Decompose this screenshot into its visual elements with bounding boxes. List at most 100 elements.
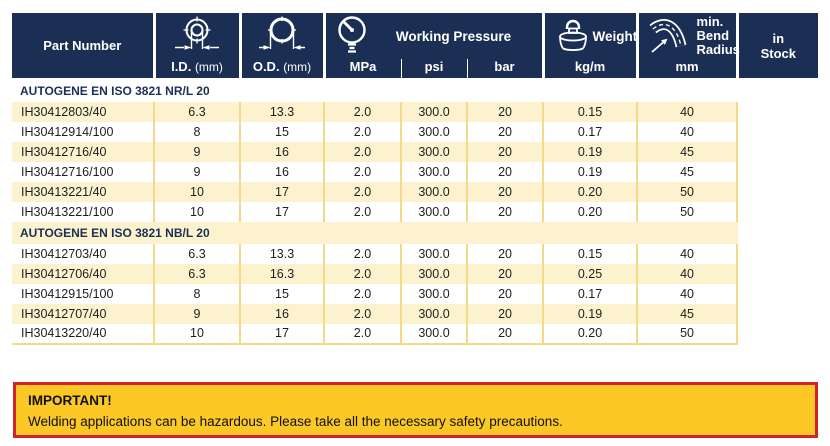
bar-cell: 20 [467, 303, 545, 324]
part-number-cell: IH30413220/40 [12, 323, 155, 345]
table-row: IH30412915/100 8 15 2.0 300.0 20 0.17 40 [12, 283, 819, 304]
bend-radius-label: min. Bend Radius [696, 14, 740, 57]
id-cell: 8 [154, 121, 241, 142]
mpa-cell: 2.0 [324, 161, 402, 182]
psi-cell: 300.0 [401, 323, 468, 345]
part-number-cell: IH30412716/40 [12, 141, 155, 162]
weight-cell: 0.20 [543, 201, 639, 222]
weight-label: Weight [592, 28, 638, 44]
psi-cell: 300.0 [401, 161, 468, 182]
weight-cell: 0.17 [543, 283, 639, 304]
psi-cell: 300.0 [401, 141, 468, 162]
mpa-cell: 2.0 [324, 141, 402, 162]
part-number-cell: IH30412716/100 [12, 161, 155, 182]
part-number-cell: IH30412703/40 [12, 243, 155, 264]
id-cell: 9 [154, 141, 241, 162]
table-row: IH30412703/40 6.3 13.3 2.0 300.0 20 0.15 40 [12, 243, 819, 264]
od-cell: 16 [240, 141, 325, 162]
bar-cell: 20 [467, 181, 545, 202]
weight-cell: 0.15 [543, 101, 639, 122]
notice-title: IMPORTANT! [28, 393, 112, 408]
in-stock-cell [737, 141, 819, 162]
bend-radius-cell: 40 [637, 283, 739, 304]
bar-cell: 20 [467, 243, 545, 264]
in-stock-cell [737, 221, 819, 244]
pressure-gauge-icon [334, 15, 370, 57]
in-stock-cell [737, 303, 819, 324]
psi-cell: 300.0 [401, 283, 468, 304]
section-title: AUTOGENE EN ISO 3821 NB/L 20 [12, 221, 739, 244]
part-number-cell: IH30412914/100 [12, 121, 155, 142]
bar-header: bar [466, 59, 544, 81]
weight-cell: 0.15 [543, 243, 639, 264]
mpa-cell: 2.0 [324, 323, 402, 345]
bend-radius-cell: 50 [637, 201, 739, 222]
weight-cell: 0.20 [543, 323, 639, 345]
weight-cell: 0.19 [543, 303, 639, 324]
table-row: IH30412716/40 9 16 2.0 300.0 20 0.19 45 [12, 141, 819, 162]
psi-header: psi [400, 59, 467, 81]
in-stock-cell [737, 79, 819, 102]
important-notice: IMPORTANT! Welding applications can be h… [13, 382, 818, 438]
bend-radius-cell: 45 [637, 303, 739, 324]
id-cell: 6.3 [154, 243, 241, 264]
part-number-header: Part Number [12, 13, 154, 81]
mpa-cell: 2.0 [324, 243, 402, 264]
in-stock-cell [737, 101, 819, 122]
bar-cell: 20 [467, 323, 545, 345]
in-stock-cell [737, 263, 819, 284]
in-stock-cell [737, 323, 819, 344]
weight-cell: 0.20 [543, 181, 639, 202]
mpa-cell: 2.0 [324, 263, 402, 284]
weight-cell: 0.19 [543, 161, 639, 182]
id-cell: 10 [154, 323, 241, 345]
working-pressure-header: Working Pressure [322, 13, 544, 59]
kgm-header: kg/m [541, 59, 638, 81]
bar-cell: 20 [467, 201, 545, 222]
mpa-cell: 2.0 [324, 283, 402, 304]
od-unit-header: O.D. (mm) [238, 59, 324, 81]
bend-radius-header: min. Bend Radius [635, 13, 740, 59]
bar-cell: 20 [467, 283, 545, 304]
part-number-cell: IH30412803/40 [12, 101, 155, 122]
mpa-cell: 2.0 [324, 181, 402, 202]
id-unit-header: I.D. (mm) [152, 59, 240, 81]
od-cell: 17 [240, 323, 325, 345]
working-pressure-label: Working Pressure [395, 28, 512, 44]
od-cell: 16 [240, 303, 325, 324]
bend-radius-cell: 40 [637, 101, 739, 122]
in-stock-cell [737, 201, 819, 222]
id-cell: 10 [154, 181, 241, 202]
mpa-cell: 2.0 [324, 201, 402, 222]
bar-cell: 20 [467, 141, 545, 162]
table-row: IH30412707/40 9 16 2.0 300.0 20 0.19 45 [12, 303, 819, 324]
table-row: IH30413221/100 10 17 2.0 300.0 20 0.20 50 [12, 201, 819, 222]
table-row: IH30412716/100 9 16 2.0 300.0 20 0.19 45 [12, 161, 819, 182]
bend-radius-cell: 50 [637, 181, 739, 202]
psi-cell: 300.0 [401, 303, 468, 324]
id-cell: 8 [154, 283, 241, 304]
in-stock-header: in Stock [735, 13, 819, 81]
od-header-icon-cell [238, 13, 324, 59]
part-number-cell: IH30413221/100 [12, 201, 155, 222]
od-cell: 16.3 [240, 263, 325, 284]
part-number-cell: IH30412915/100 [12, 283, 155, 304]
bend-radius-cell: 45 [637, 161, 739, 182]
weight-cell: 0.17 [543, 121, 639, 142]
mpa-cell: 2.0 [324, 121, 402, 142]
table-header: Part Number [12, 13, 819, 81]
id-cell: 9 [154, 161, 241, 182]
part-number-cell: IH30412706/40 [12, 263, 155, 284]
part-number-cell: IH30412707/40 [12, 303, 155, 324]
in-stock-cell [737, 181, 819, 202]
psi-cell: 300.0 [401, 243, 468, 264]
in-stock-cell [737, 161, 819, 182]
id-cell: 10 [154, 201, 241, 222]
od-cell: 13.3 [240, 243, 325, 264]
bar-cell: 20 [467, 263, 545, 284]
od-cell: 17 [240, 201, 325, 222]
id-cell: 9 [154, 303, 241, 324]
section-header-row: AUTOGENE EN ISO 3821 NR/L 20 [12, 79, 819, 102]
notice-text: Welding applications can be hazardous. P… [28, 414, 563, 429]
